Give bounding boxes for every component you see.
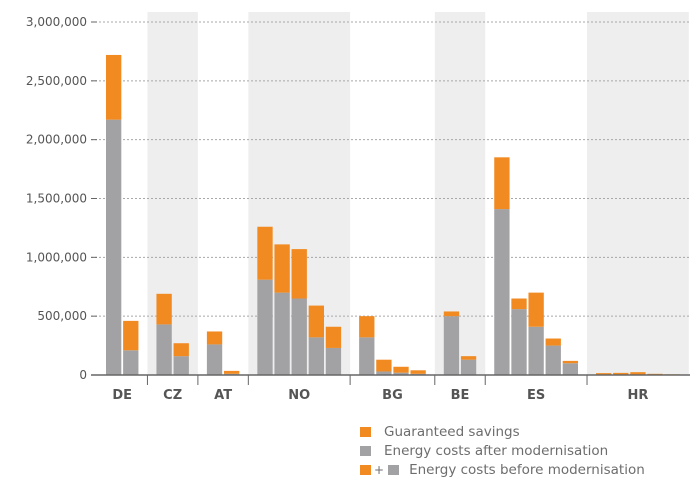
bar-after-bg-2: [376, 371, 392, 375]
group-shading: [147, 12, 689, 375]
category-label-at: AT: [214, 388, 232, 403]
bar-savings-bg-1: [359, 316, 375, 338]
bar-after-de-1: [106, 119, 122, 375]
bar-savings-es-4: [545, 338, 561, 346]
legend-item-before: + Energy costs before modernisation: [360, 460, 645, 479]
bar-savings-es-2: [511, 298, 527, 310]
y-tick-label: 2,000,000: [26, 133, 87, 147]
bar-savings-cz-1: [156, 293, 172, 325]
category-label-de: DE: [112, 388, 132, 403]
bar-savings-no-2: [274, 244, 290, 293]
y-tick-label: 0: [79, 368, 87, 382]
bar-after-be-2: [460, 359, 477, 375]
bar-after-bg-1: [359, 337, 375, 375]
bar-savings-no-5: [325, 326, 342, 348]
bar-savings-cz-2: [173, 343, 189, 357]
bar-after-es-5: [562, 363, 579, 375]
bar-savings-de-2: [123, 320, 139, 351]
y-tick-label: 1,500,000: [26, 192, 87, 206]
bar-savings-at-2: [224, 370, 240, 374]
bar-after-es-2: [511, 309, 527, 375]
bar-savings-bg-4: [410, 370, 426, 374]
category-label-es: ES: [527, 388, 545, 403]
bar-chart: 0 500,000 1,000,000 1,500,000 2,000,000 2,500…: [26, 12, 690, 403]
y-tick-label: 1,000,000: [26, 250, 87, 264]
bar-savings-hr-1: [596, 373, 612, 375]
category-label-bg: BG: [382, 388, 403, 403]
bar-savings-no-1: [257, 226, 273, 280]
bar-savings-es-1: [494, 157, 510, 210]
category-labels: DE CZ AT NO BG BE ES HR: [112, 388, 648, 403]
bars: [106, 54, 680, 375]
bar-after-es-3: [528, 326, 544, 375]
bar-after-no-1: [257, 279, 273, 375]
y-tick-label: 2,500,000: [26, 74, 87, 88]
group-band-cz: [147, 12, 198, 375]
y-tick-label: 3,000,000: [26, 15, 87, 29]
legend-label-after: Energy costs after modernisation: [384, 442, 609, 459]
bar-savings-es-3: [528, 292, 544, 327]
bar-savings-bg-3: [393, 366, 409, 373]
group-band-hr: [587, 12, 689, 375]
bar-after-es-4: [545, 345, 561, 375]
bar-after-cz-1: [156, 324, 172, 375]
bar-after-no-3: [291, 298, 307, 375]
legend-swatch-savings: [360, 426, 371, 437]
bar-savings-at-1: [206, 331, 223, 345]
legend-plus-sign: +: [374, 462, 385, 477]
category-label-cz: CZ: [163, 388, 182, 403]
legend-swatch-before-orange: [360, 464, 371, 475]
bar-savings-be-1: [443, 311, 460, 317]
y-axis-ticks: 0 500,000 1,000,000 1,500,000 2,000,000 2,500…: [26, 15, 97, 382]
bar-savings-es-5: [562, 360, 579, 364]
bar-after-no-2: [274, 292, 290, 375]
bar-savings-de-1: [106, 54, 122, 120]
bar-after-de-2: [123, 350, 139, 375]
bar-savings-hr-3: [630, 372, 646, 375]
bar-savings-no-4: [308, 305, 324, 338]
bar-savings-be-2: [460, 356, 477, 360]
bar-after-at-1: [206, 344, 223, 375]
x-axis: [91, 374, 690, 385]
legend: Guaranteed savings Energy costs after mo…: [360, 422, 645, 479]
group-band-be: [434, 12, 486, 375]
category-label-hr: HR: [627, 388, 648, 403]
bar-after-bg-3: [393, 372, 409, 375]
y-tick-label: 500,000: [37, 309, 87, 323]
legend-label-savings: Guaranteed savings: [384, 423, 520, 440]
bar-after-es-1: [494, 209, 510, 375]
bar-savings-hr-2: [613, 372, 629, 375]
legend-swatch-after: [360, 445, 371, 456]
legend-item-after: Energy costs after modernisation: [360, 441, 645, 460]
bar-after-cz-2: [173, 356, 189, 375]
category-label-no: NO: [288, 388, 310, 403]
bar-after-no-4: [308, 337, 324, 375]
legend-swatch-before-grey: [388, 464, 400, 475]
legend-item-savings: Guaranteed savings: [360, 422, 645, 441]
legend-label-before: Energy costs before modernisation: [409, 461, 645, 478]
bar-savings-no-3: [291, 249, 307, 299]
bar-savings-bg-2: [376, 359, 392, 372]
bar-after-be-1: [443, 316, 460, 375]
bar-after-no-5: [325, 347, 342, 375]
category-label-be: BE: [451, 388, 470, 403]
